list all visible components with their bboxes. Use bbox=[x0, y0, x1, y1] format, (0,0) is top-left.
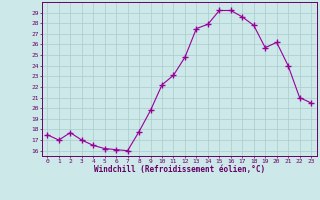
X-axis label: Windchill (Refroidissement éolien,°C): Windchill (Refroidissement éolien,°C) bbox=[94, 165, 265, 174]
